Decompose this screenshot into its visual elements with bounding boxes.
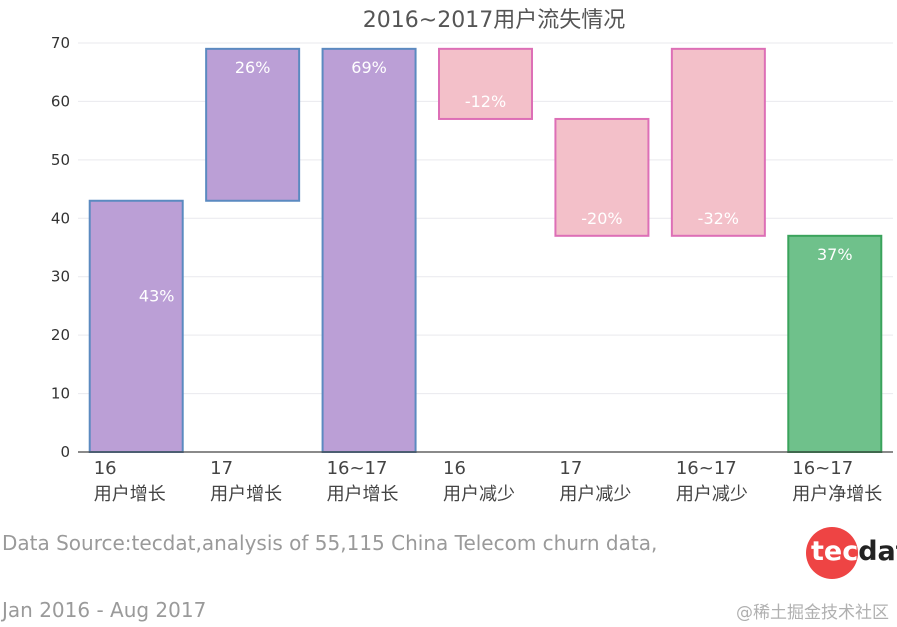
data-source-note: Data Source:tecdat,analysis of 55,115 Ch… [2,531,658,555]
bars [88,47,883,453]
x-tick-label-line1: 16~17 [792,458,853,479]
logo-text-tec: tec [811,536,859,567]
x-tick-label-line2: 用户减少 [559,484,631,505]
y-tick-label: 50 [51,151,70,169]
logo-circle [806,527,858,579]
y-tick-label: 40 [51,209,70,227]
x-tick-label-line2: 用户净增长 [792,484,882,505]
x-tick-label-line2: 用户减少 [676,484,748,505]
date-range-note: Jan 2016 - Aug 2017 [2,598,207,622]
bar-increase [205,47,301,202]
y-tick-label: 70 [51,34,70,52]
data-label: 69% [351,58,387,77]
data-label: -20% [581,209,622,228]
logo-text-dat: dat [858,536,897,567]
x-tick-label-line1: 16~17 [327,458,388,479]
bar-decrease [670,47,766,237]
bar-decrease [554,117,650,237]
x-tick-label-line2: 用户减少 [443,484,515,505]
y-axis-ticks: 0 10 20 30 40 50 60 70 [51,34,70,461]
bar-increase [321,47,417,453]
tecdat-logo: tecdat [806,527,897,579]
x-tick-label-line2: 用户增长 [94,484,166,505]
bar-decrease [438,47,533,120]
data-label: -32% [698,209,739,228]
logo-text: tecdat [811,536,897,567]
x-tick-label-line1: 16 [94,458,117,479]
bar-increase [88,199,184,453]
x-tick-label-line2: 用户增长 [210,484,282,505]
chart-title: 2016~2017用户流失情况 [363,8,625,33]
x-tick-label-line1: 16 [443,458,466,479]
x-tick-label-line2: 用户增长 [327,484,399,505]
data-label: 26% [235,58,271,77]
x-tick-label-line1: 17 [210,458,233,479]
x-tick-label-line1: 17 [559,458,582,479]
x-axis-categories: 16 用户增长 17 用户增长 16~17 用户增长 16 用户减少 17 用户减少 16~17 用户… [94,458,883,505]
data-label: -12% [465,92,506,111]
y-tick-label: 30 [51,268,70,286]
data-labels: 43% 26% 69% -12% -20% -32% 37% [139,58,853,305]
y-tick-label: 10 [51,385,70,403]
watermark: @稀土掘金技术社区 [736,603,889,623]
bar-net [787,234,883,453]
x-tick-label-line1: 16~17 [676,458,737,479]
y-tick-label: 20 [51,326,70,344]
y-tick-label: 0 [60,443,70,461]
y-tick-label: 60 [51,92,70,110]
data-label: 37% [817,245,853,264]
data-label: 43% [139,286,175,305]
